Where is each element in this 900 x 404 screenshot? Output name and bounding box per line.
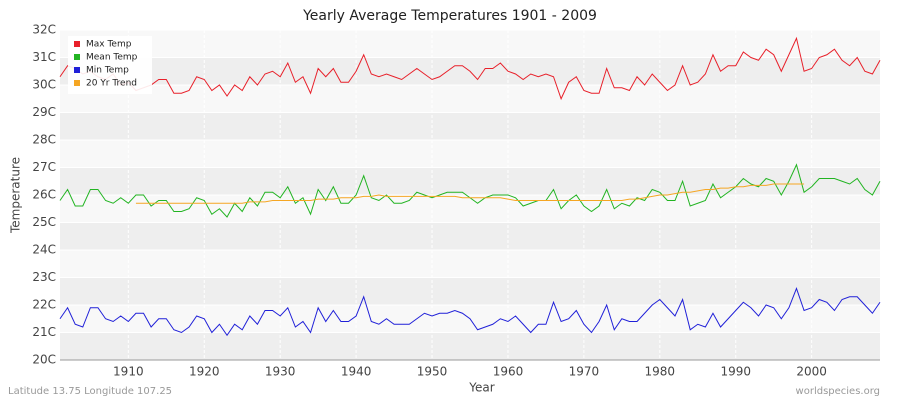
legend-label: Mean Temp xyxy=(86,53,138,63)
grid-band xyxy=(60,332,880,360)
series-line xyxy=(59,287,881,337)
footer-source: worldspecies.org xyxy=(796,386,880,397)
footer-location: Latitude 13.75 Longitude 107.25 xyxy=(8,386,172,397)
x-tick-label: 2000 xyxy=(796,365,827,379)
y-tick-label: 28C xyxy=(32,133,56,147)
legend-box xyxy=(68,36,152,94)
series-line xyxy=(59,36,881,101)
x-tick-label: 1980 xyxy=(645,365,676,379)
y-tick-label: 25C xyxy=(32,215,56,229)
x-tick-label: 1920 xyxy=(189,365,220,379)
y-tick-label: 27C xyxy=(32,160,56,174)
legend-swatch xyxy=(74,67,80,73)
x-tick-label: 1970 xyxy=(569,365,600,379)
legend-swatch xyxy=(74,54,80,60)
chart-title: Yearly Average Temperatures 1901 - 2009 xyxy=(302,8,597,24)
x-tick-label: 1990 xyxy=(720,365,751,379)
legend-label: 20 Yr Trend xyxy=(86,79,137,89)
x-tick-label: 1910 xyxy=(113,365,144,379)
legend-label: Max Temp xyxy=(86,40,132,50)
grid-band xyxy=(60,167,880,195)
y-tick-label: 31C xyxy=(32,50,56,64)
y-tick-label: 20C xyxy=(32,353,56,367)
y-tick-label: 21C xyxy=(32,325,56,339)
y-tick-label: 32C xyxy=(32,23,56,37)
series-line xyxy=(135,183,805,204)
legend-swatch xyxy=(74,80,80,86)
y-tick-label: 24C xyxy=(32,243,56,257)
x-tick-label: 1950 xyxy=(417,365,448,379)
y-axis-label: Temperature xyxy=(9,157,23,234)
y-tick-label: 23C xyxy=(32,270,56,284)
x-tick-label: 1930 xyxy=(265,365,296,379)
y-tick-label: 29C xyxy=(32,105,56,119)
x-tick-label: 1940 xyxy=(341,365,372,379)
grid-band xyxy=(60,222,880,250)
y-tick-label: 30C xyxy=(32,78,56,92)
grid-band xyxy=(60,112,880,140)
y-tick-label: 26C xyxy=(32,188,56,202)
legend-swatch xyxy=(74,41,80,47)
x-axis-label: Year xyxy=(468,381,494,395)
grid-band xyxy=(60,277,880,305)
y-tick-label: 22C xyxy=(32,298,56,312)
legend-label: Min Temp xyxy=(86,66,129,76)
x-tick-label: 1960 xyxy=(493,365,524,379)
